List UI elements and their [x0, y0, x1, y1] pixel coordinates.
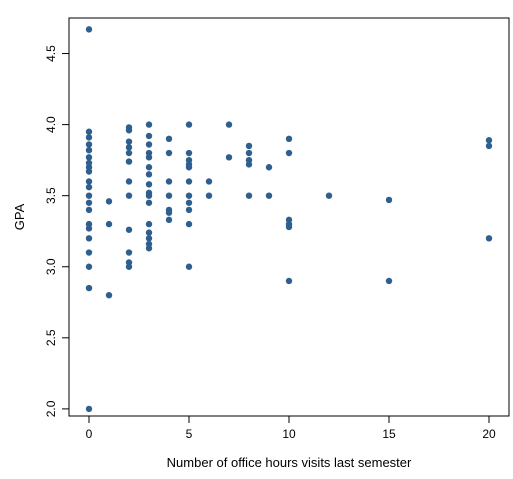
data-point	[145, 132, 153, 140]
data-point	[265, 192, 273, 199]
x-tick-label: 20	[482, 427, 496, 441]
data-point	[245, 149, 253, 157]
data-points	[85, 26, 493, 413]
data-point	[285, 277, 293, 285]
data-point	[105, 198, 113, 205]
data-point	[125, 149, 133, 157]
data-point	[185, 192, 193, 199]
data-point	[185, 164, 193, 171]
data-point	[165, 149, 173, 157]
data-point	[105, 220, 113, 228]
data-point	[285, 149, 293, 157]
data-point	[125, 127, 133, 134]
data-point	[85, 206, 93, 214]
y-tick-label: 2.0	[44, 400, 58, 417]
data-point	[125, 249, 133, 256]
y-axis: 2.0 2.5 3.0 3.5 4.0 4.5	[44, 45, 69, 417]
data-point	[165, 216, 173, 224]
y-axis-label: GPA	[12, 203, 27, 230]
data-point	[145, 245, 153, 252]
data-point	[145, 164, 153, 171]
data-point	[205, 192, 213, 199]
data-point	[385, 277, 393, 285]
data-point	[85, 141, 93, 148]
data-point	[85, 284, 93, 292]
data-point	[85, 199, 93, 206]
x-tick-label: 10	[282, 427, 296, 441]
data-point	[185, 178, 193, 185]
data-point	[145, 171, 153, 178]
data-point	[225, 154, 233, 161]
data-point	[185, 199, 193, 206]
data-point	[245, 192, 253, 199]
x-tick-label: 15	[382, 427, 396, 441]
data-point	[85, 168, 93, 175]
data-point	[125, 158, 133, 165]
data-point	[485, 137, 493, 144]
data-point	[85, 146, 93, 154]
data-point	[165, 135, 173, 143]
data-point	[485, 235, 493, 242]
data-point	[385, 196, 393, 204]
data-point	[285, 223, 293, 231]
data-point	[85, 178, 93, 185]
y-tick-label: 3.5	[44, 187, 58, 204]
data-point	[145, 220, 153, 228]
data-point	[145, 192, 153, 199]
data-point	[85, 183, 93, 191]
data-point	[145, 235, 153, 242]
data-point	[285, 135, 293, 143]
data-point	[125, 263, 133, 270]
data-point	[185, 220, 193, 228]
data-point	[125, 178, 133, 185]
y-tick-label: 4.5	[44, 45, 58, 62]
data-point	[85, 249, 93, 256]
data-point	[165, 192, 173, 199]
data-point	[125, 226, 133, 233]
data-point	[165, 209, 173, 216]
data-point	[145, 229, 153, 236]
data-point	[185, 149, 193, 157]
data-point	[85, 128, 93, 135]
data-point	[125, 192, 133, 199]
data-point	[85, 154, 93, 161]
data-point	[145, 121, 153, 128]
data-point	[85, 192, 93, 199]
data-point	[145, 141, 153, 148]
data-point	[125, 144, 133, 151]
y-tick-label: 2.5	[44, 329, 58, 346]
data-point	[85, 134, 93, 141]
data-point	[85, 26, 93, 33]
data-point	[245, 161, 253, 168]
data-point	[185, 263, 193, 270]
data-point	[205, 178, 213, 185]
x-axis: 0 5 10 15 20	[86, 416, 496, 441]
data-point	[85, 263, 93, 270]
data-point	[85, 405, 93, 413]
data-point	[125, 138, 133, 145]
data-point	[85, 235, 93, 242]
data-point	[85, 225, 93, 232]
data-point	[185, 206, 193, 214]
data-point	[165, 178, 173, 185]
y-tick-label: 4.0	[44, 116, 58, 133]
x-tick-label: 0	[86, 427, 93, 441]
data-point	[145, 199, 153, 206]
data-point	[225, 121, 233, 128]
y-tick-label: 3.0	[44, 258, 58, 275]
data-point	[145, 154, 153, 161]
x-axis-label: Number of office hours visits last semes…	[167, 455, 412, 470]
data-point	[485, 142, 493, 150]
x-tick-label: 5	[186, 427, 193, 441]
data-point	[245, 142, 253, 150]
data-point	[105, 291, 113, 299]
data-point	[185, 121, 193, 128]
data-point	[325, 192, 333, 199]
data-point	[265, 164, 273, 171]
data-point	[145, 181, 153, 188]
